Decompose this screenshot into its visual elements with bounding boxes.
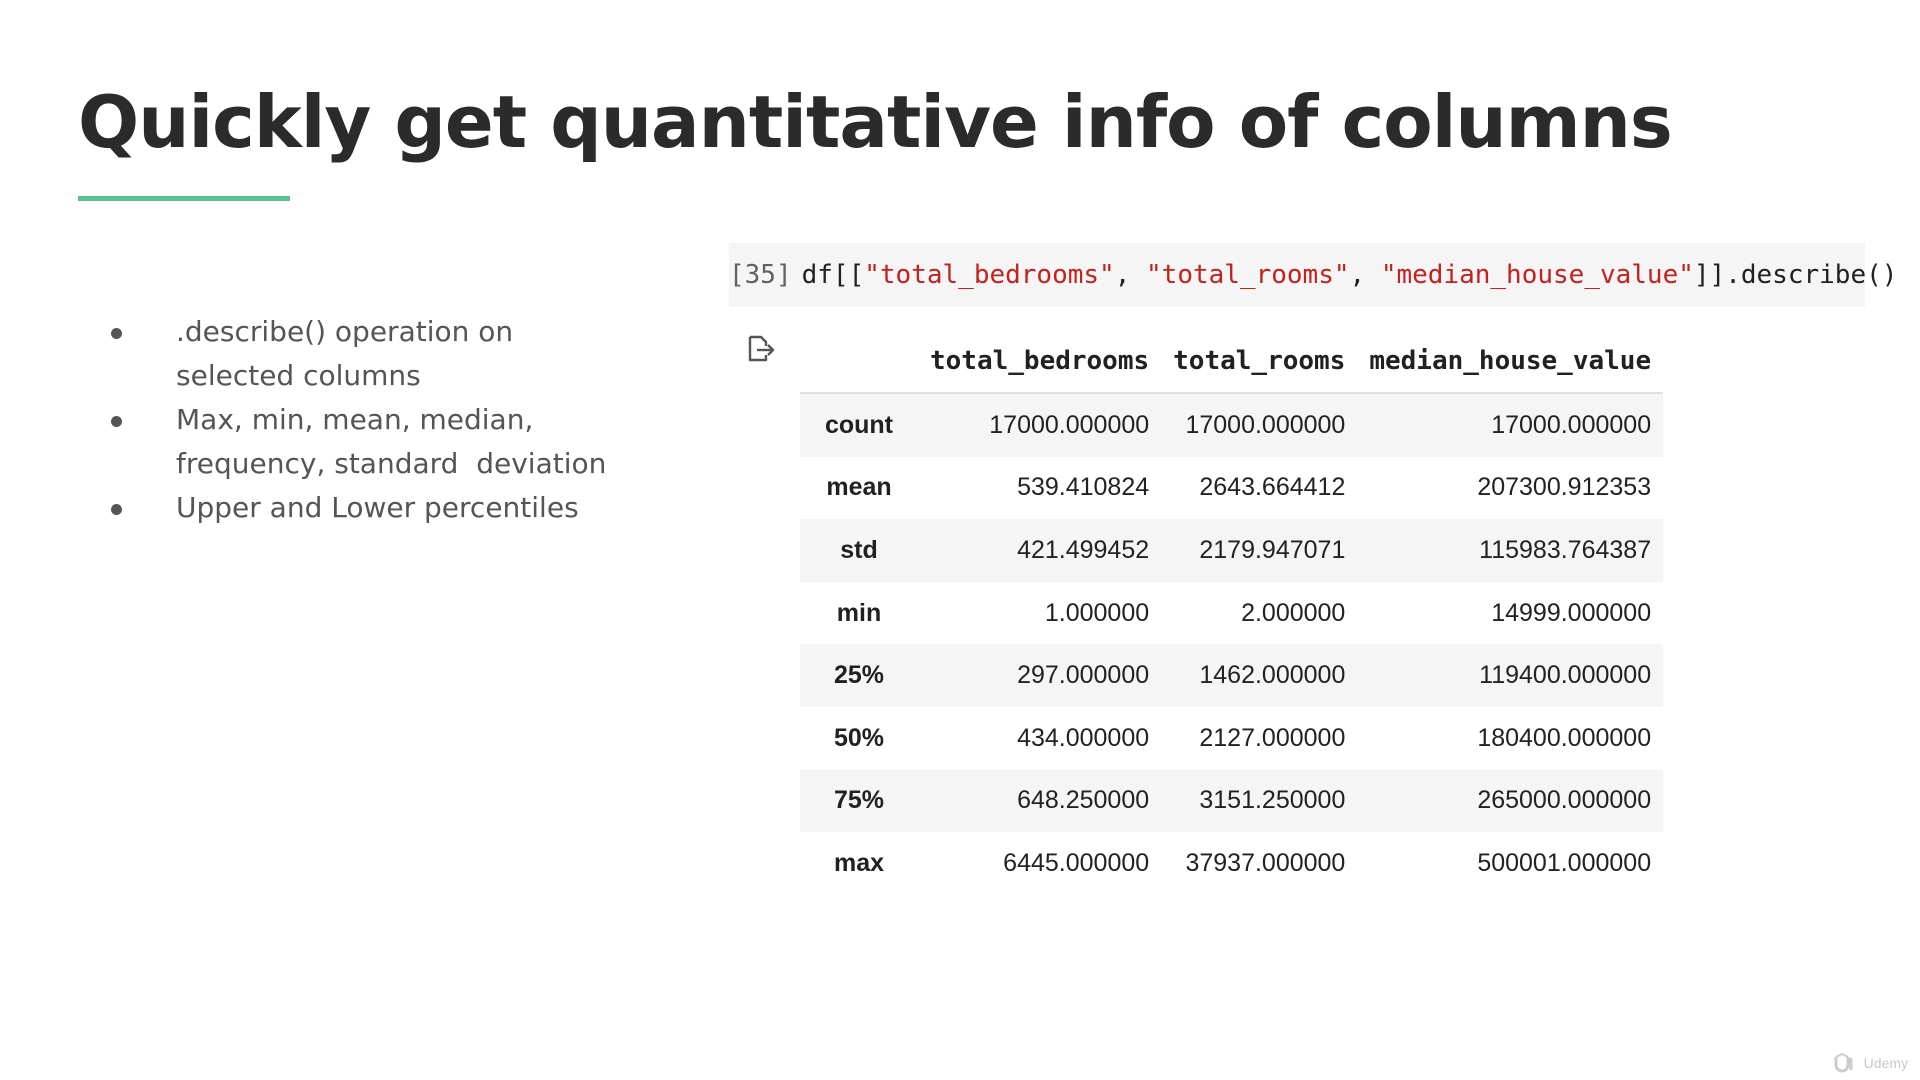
table-cell: 265000.000000: [1477, 786, 1652, 815]
code-string-token: "total_bedrooms": [864, 260, 1115, 290]
table-cell: 119400.000000: [1479, 661, 1652, 690]
table-cell: 421.499452: [1017, 535, 1150, 564]
code-token: ]].describe(): [1693, 260, 1898, 290]
code-token: ,: [1349, 260, 1381, 290]
table-cell: 37937.000000: [1185, 848, 1346, 877]
bullet-dot-icon: [111, 416, 122, 427]
row-header: std: [840, 535, 878, 564]
table-row: std 421.499452 2179.947071 115983.764387: [800, 519, 1664, 582]
table-cell: 6445.000000: [1003, 848, 1150, 877]
bullet-dot-icon: [111, 504, 122, 515]
table-cell: 17000.000000: [989, 410, 1150, 439]
table-header-row: total_bedrooms total_rooms median_house_…: [800, 330, 1664, 394]
column-header: total_rooms: [1161, 330, 1358, 394]
table-cell: 180400.000000: [1477, 723, 1652, 752]
udemy-logo-icon: [1834, 1053, 1853, 1073]
table-cell: 2643.664412: [1199, 473, 1346, 502]
bullet-text: Max, min, mean, median, frequency, stand…: [176, 403, 607, 480]
code-string-token: "total_rooms": [1146, 260, 1350, 290]
table-row: 75% 648.250000 3151.250000 265000.000000: [800, 769, 1664, 833]
describe-output-table: total_bedrooms total_rooms median_house_…: [800, 330, 1664, 895]
bullet-item: Upper and Lower percentiles: [108, 486, 668, 530]
bullet-item: Max, min, mean, median, frequency, stand…: [108, 398, 668, 486]
code-token: ,: [1114, 260, 1147, 290]
bullet-list: .describe() operation on selected column…: [108, 310, 668, 530]
table-row: 25% 297.000000 1462.000000 119400.000000: [800, 644, 1664, 707]
bullet-text: Upper and Lower percentiles: [176, 491, 579, 524]
table-row: min 1.000000 2.000000 14999.000000: [800, 581, 1664, 645]
code-cell[interactable]: [35] df[["total_bedrooms", "total_rooms",…: [729, 243, 1897, 307]
output-redirect-icon[interactable]: [745, 333, 777, 365]
table-row: mean 539.410824 2643.664412 207300.91235…: [800, 456, 1664, 520]
table-cell: 2127.000000: [1199, 723, 1346, 752]
table-cell: 14999.000000: [1491, 598, 1652, 627]
bullet-text: .describe() operation on selected column…: [176, 315, 514, 392]
column-header: total_bedrooms: [918, 330, 1162, 394]
table-cell: 297.000000: [1017, 661, 1150, 690]
column-header: median_house_value: [1357, 330, 1664, 394]
table-cell: 1.000000: [1044, 598, 1150, 627]
row-header: max: [833, 848, 885, 877]
table-row: count 17000.000000 17000.000000 17000.00…: [800, 393, 1664, 457]
row-header: 50%: [833, 723, 885, 752]
watermark-text: Udemy: [1863, 1055, 1908, 1071]
table-cell: 17000.000000: [1491, 410, 1652, 439]
table-cell: 2.000000: [1241, 598, 1346, 627]
table-cell: 648.250000: [1017, 786, 1150, 815]
row-header: count: [824, 410, 894, 439]
table-cell: 2179.947071: [1199, 535, 1346, 564]
code-string-token: "median_house_value": [1380, 260, 1694, 290]
table-cell: 115983.764387: [1479, 535, 1652, 564]
table-cell: 500001.000000: [1477, 848, 1652, 877]
table-row: 50% 434.000000 2127.000000 180400.000000: [800, 706, 1664, 770]
row-header: mean: [826, 473, 892, 502]
table-cell: 207300.912353: [1477, 473, 1652, 502]
table-cell: 539.410824: [1017, 473, 1150, 502]
watermark: Udemy: [1832, 1052, 1908, 1074]
table-corner-cell: [800, 330, 918, 394]
row-header: 75%: [833, 786, 885, 815]
table-cell: 434.000000: [1017, 723, 1150, 752]
cell-execution-count: [35]: [729, 260, 792, 290]
slide-title: Quickly get quantitative info of columns: [78, 80, 1673, 164]
table-cell: 3151.250000: [1199, 786, 1346, 815]
bullet-dot-icon: [111, 328, 122, 339]
table-cell: 17000.000000: [1185, 410, 1346, 439]
bullet-item: .describe() operation on selected column…: [108, 310, 668, 398]
title-underline: [78, 196, 290, 201]
code-token: df[[: [801, 260, 865, 290]
table-row: max 6445.000000 37937.000000 500001.0000…: [800, 832, 1664, 895]
table-cell: 1462.000000: [1199, 661, 1346, 690]
row-header: min: [836, 598, 882, 627]
row-header: 25%: [833, 661, 885, 690]
